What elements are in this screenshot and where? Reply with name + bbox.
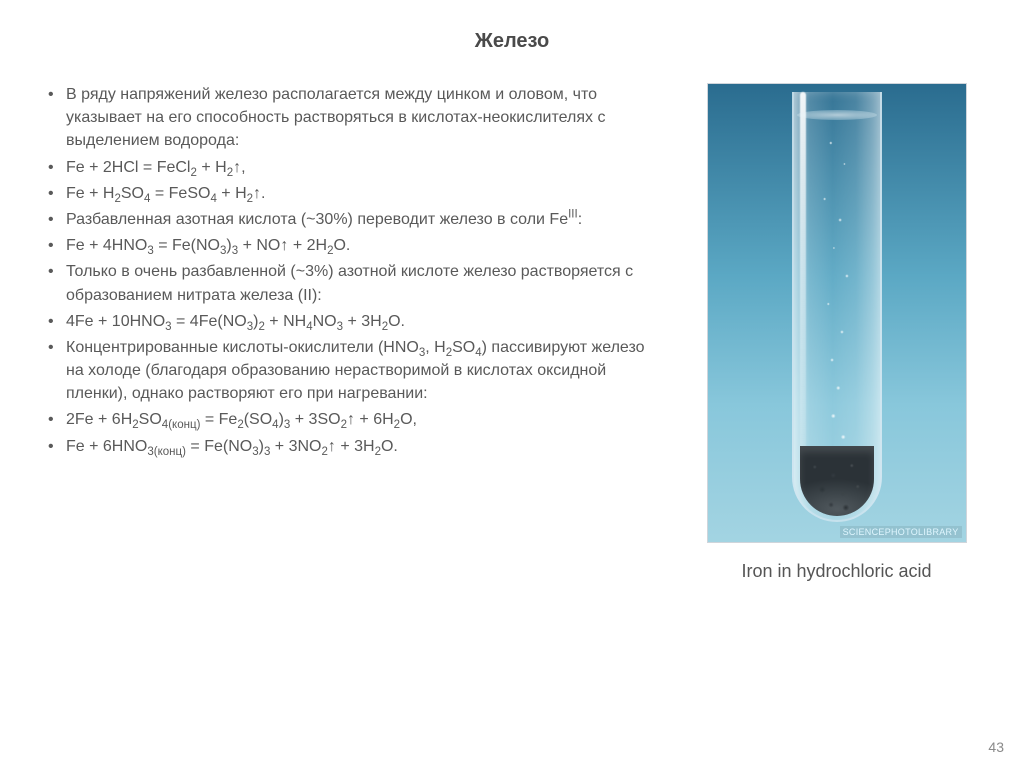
content-row: В ряду напряжений железо располагается м… <box>40 83 984 747</box>
slide-root: Железо В ряду напряжений железо располаг… <box>0 0 1024 767</box>
bubbles-icon <box>806 122 868 472</box>
bullet-item: В ряду напряжений железо располагается м… <box>40 83 664 153</box>
bullet-item: 2Fe + 6H2SO4(конц) = Fe2(SO4)3 + 3SO2↑ +… <box>40 408 664 431</box>
slide-title: Железо <box>40 30 984 53</box>
iron-sediment-icon <box>800 446 874 516</box>
bullet-item: Fe + 4HNO3 = Fe(NO3)3 + NO↑ + 2H2O. <box>40 234 664 257</box>
bullet-item: Fe + H2SO4 = FeSO4 + H2↑. <box>40 182 664 205</box>
test-tube-icon <box>792 92 882 522</box>
figure-column: SCIENCEPHOTOLIBRARY Iron in hydrochloric… <box>689 83 984 747</box>
figure-caption: Iron in hydrochloric acid <box>741 561 931 582</box>
liquid-surface-icon <box>797 110 877 120</box>
bullet-item: Разбавленная азотная кислота (~30%) пере… <box>40 208 664 231</box>
bullet-item: 4Fe + 10HNO3 = 4Fe(NO3)2 + NH4NO3 + 3H2O… <box>40 310 664 333</box>
bullet-item: Fe + 6HNO3(конц) = Fe(NO3)3 + 3NO2↑ + 3H… <box>40 435 664 458</box>
test-tube-figure: SCIENCEPHOTOLIBRARY <box>707 83 967 543</box>
bullet-list: В ряду напряжений железо располагается м… <box>40 83 664 458</box>
bullet-item: Fe + 2HCl = FeCl2 + H2↑, <box>40 156 664 179</box>
bullet-item: Только в очень разбавленной (~3%) азотно… <box>40 260 664 306</box>
bullet-item: Концентрированные кислоты-окислители (HN… <box>40 336 664 406</box>
image-watermark: SCIENCEPHOTOLIBRARY <box>840 526 962 538</box>
page-number: 43 <box>988 739 1004 755</box>
text-column: В ряду напряжений железо располагается м… <box>40 83 664 747</box>
